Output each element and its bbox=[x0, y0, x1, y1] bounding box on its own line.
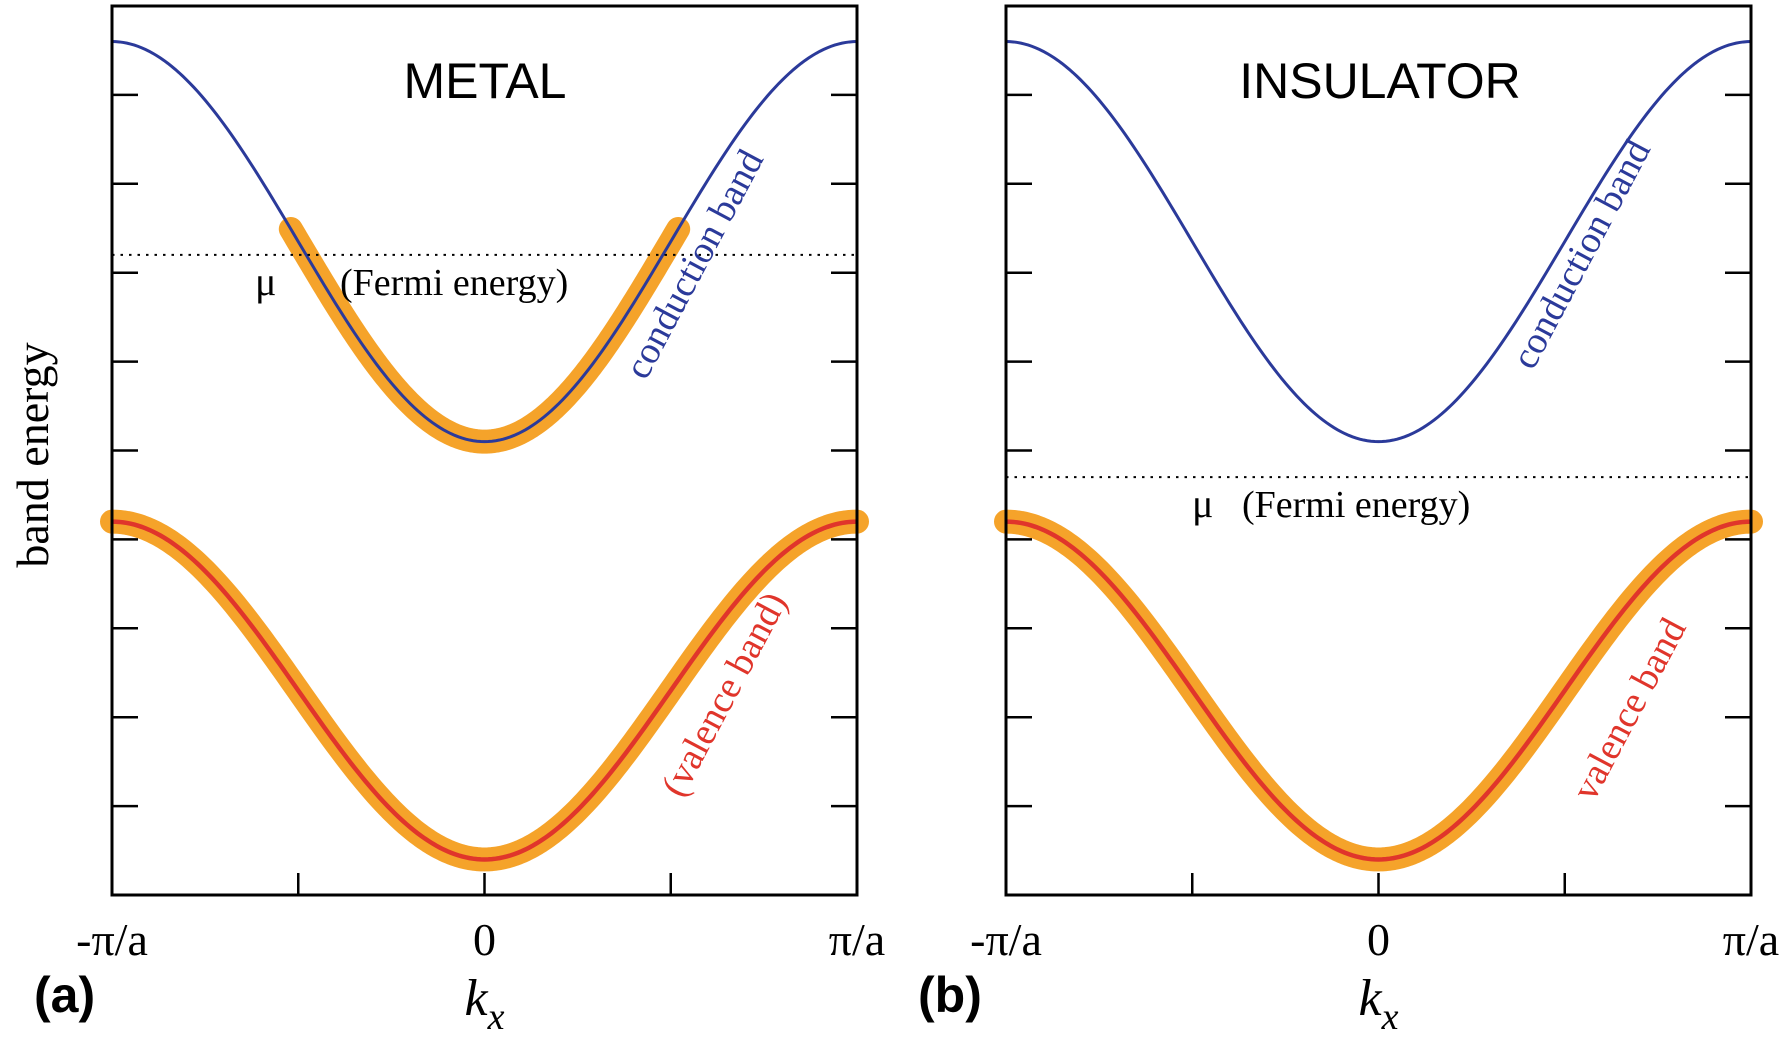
conduction-band-label: conduction band bbox=[617, 143, 772, 385]
x-tick-label: π/a bbox=[829, 914, 885, 965]
fermi-label: (Fermi energy) bbox=[1242, 484, 1470, 526]
x-axis-label: kx bbox=[1359, 970, 1399, 1038]
fermi-label: (Fermi energy) bbox=[340, 262, 568, 304]
plot-frame bbox=[1004, 4, 1753, 897]
y-axis-label: band energy bbox=[7, 342, 58, 567]
valence-band-line bbox=[1005, 519, 1752, 862]
x-tick-label: 0 bbox=[1367, 914, 1390, 965]
panel-insulator: -π/a 0 π/a kx (b) INSULATOR μ (Fermi energy) con… bbox=[918, 4, 1779, 1038]
x-tick-label: 0 bbox=[473, 914, 496, 965]
panel-title: METAL bbox=[404, 53, 567, 109]
panel-label: (b) bbox=[918, 967, 982, 1023]
occupied-states-conduction bbox=[278, 217, 691, 454]
panel-label: (a) bbox=[34, 967, 95, 1023]
x-tick-label: π/a bbox=[1723, 914, 1779, 965]
fermi-symbol: μ bbox=[255, 259, 276, 304]
x-tick-label: -π/a bbox=[970, 914, 1042, 965]
conduction-band-line bbox=[1005, 40, 1752, 444]
conduction-band-line bbox=[111, 40, 858, 444]
x-axis-label: kx bbox=[465, 970, 505, 1038]
fermi-symbol: μ bbox=[1192, 481, 1213, 526]
panel-title: INSULATOR bbox=[1239, 53, 1521, 109]
valence-band-line bbox=[111, 519, 858, 862]
conduction-band-label: conduction band bbox=[1504, 133, 1659, 375]
valence-band-label: valence band bbox=[1564, 611, 1695, 807]
x-tick-label: -π/a bbox=[76, 914, 148, 965]
panel-metal: -π/a 0 π/a kx (a) METAL μ (Fermi energy) conduct… bbox=[34, 4, 885, 1038]
